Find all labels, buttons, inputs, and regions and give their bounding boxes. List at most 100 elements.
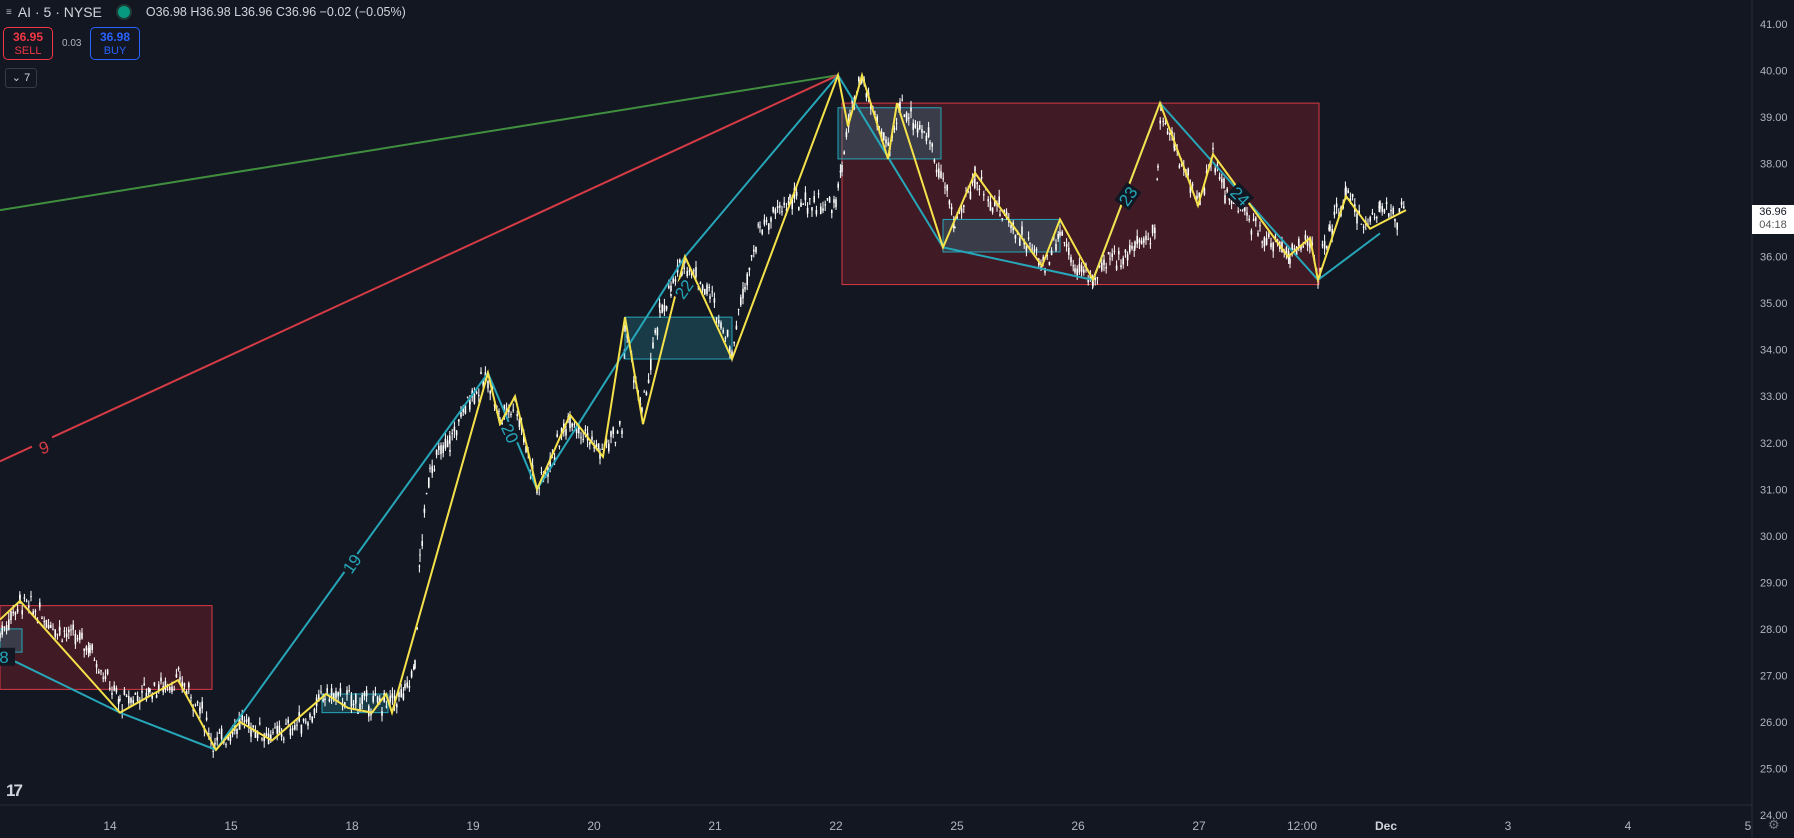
candle-body	[1248, 218, 1250, 221]
candle-body	[1010, 225, 1012, 228]
wave-label-bg	[30, 435, 58, 460]
candle-body	[19, 594, 21, 601]
candle-body	[1306, 239, 1309, 246]
candle-body	[355, 694, 357, 704]
candle-body	[1109, 258, 1111, 260]
buy-button[interactable]: 36.98 BUY	[90, 27, 140, 60]
candle-body	[410, 671, 413, 678]
candle-body	[225, 744, 227, 746]
candle-body	[1126, 254, 1129, 261]
candle-body	[1140, 240, 1143, 245]
price-tick-label: 33.00	[1760, 391, 1788, 403]
candle-body	[455, 430, 458, 436]
candle-body	[843, 151, 845, 155]
candle-body	[287, 719, 289, 724]
candle-body	[1362, 226, 1365, 228]
settings-icon[interactable]: ⚙	[1768, 817, 1780, 832]
candle-body	[21, 610, 23, 615]
candle-body	[573, 423, 576, 425]
candle-body	[115, 687, 118, 692]
candle-body	[663, 305, 666, 312]
candle-body	[357, 713, 359, 715]
candle-body	[804, 192, 807, 201]
candle-body	[901, 99, 903, 101]
candle-body	[978, 188, 981, 191]
candle-body	[104, 676, 107, 680]
candle-body	[52, 628, 54, 630]
candle-body	[919, 124, 921, 129]
candle-body	[883, 132, 885, 140]
candle-body	[132, 700, 134, 704]
candle-body	[905, 112, 908, 121]
wave-label-bg	[497, 419, 523, 448]
candle-body	[134, 692, 137, 695]
candle-body	[1180, 163, 1183, 166]
candle-body	[737, 309, 740, 311]
candle-body	[149, 688, 151, 692]
indicators-toggle-button[interactable]: ⌄ 7	[5, 68, 37, 88]
candle-body	[263, 734, 265, 742]
candle-body	[931, 143, 933, 147]
candle-body	[300, 724, 303, 734]
candle-body	[473, 394, 476, 404]
candle-body	[218, 732, 221, 734]
candle-body	[616, 431, 619, 434]
wave-count-label: 8	[0, 648, 9, 667]
candle-body	[109, 687, 111, 690]
candle-body	[899, 101, 901, 112]
menu-icon[interactable]: ≡	[6, 6, 12, 18]
candle-body	[940, 171, 942, 178]
candle-body	[1191, 184, 1194, 186]
candle-body	[1092, 278, 1094, 286]
candle-body	[1151, 224, 1154, 234]
candle-body	[828, 197, 831, 203]
symbol-title[interactable]: AI · 5 · NYSE	[17, 4, 102, 20]
candle-body	[1285, 247, 1288, 255]
candle-body	[34, 610, 37, 612]
time-tick-label: 21	[708, 819, 722, 833]
candle-body	[709, 296, 711, 299]
candle-body	[1345, 187, 1347, 196]
candle-body	[910, 107, 912, 112]
candle-body	[283, 738, 285, 740]
candle-body	[1379, 201, 1381, 209]
candle-body	[1025, 246, 1028, 252]
candle-body	[974, 166, 976, 176]
candle-body	[1295, 246, 1298, 255]
candle-body	[595, 444, 598, 447]
candle-body	[1293, 248, 1296, 251]
candle-body	[451, 432, 453, 434]
candle-body	[1159, 120, 1161, 124]
candle-body	[1131, 245, 1133, 249]
candle-body	[708, 287, 710, 289]
candle-body	[1291, 243, 1293, 252]
candle-body	[580, 437, 582, 439]
candle-body	[125, 695, 128, 697]
candle-body	[508, 408, 510, 413]
candle-body	[605, 439, 608, 443]
candle-body	[296, 724, 298, 726]
candle-body	[449, 449, 451, 452]
candle-body	[1323, 241, 1326, 249]
sell-button[interactable]: 36.95 SELL	[3, 27, 53, 60]
candle-body	[324, 698, 326, 700]
candle-body	[1156, 178, 1158, 180]
candle-body	[976, 182, 978, 184]
candle-body	[438, 445, 440, 450]
candle-body	[413, 666, 415, 670]
candle-body	[785, 209, 788, 211]
candle-body	[652, 342, 654, 349]
time-tick-label: 3	[1505, 819, 1512, 833]
market-status-icon[interactable]	[115, 4, 132, 20]
candle-body	[8, 619, 10, 630]
wave-label-bg	[670, 275, 698, 304]
candle-body	[117, 699, 120, 705]
candle-body	[1304, 234, 1307, 240]
candle-body	[1378, 206, 1380, 208]
candle-body	[672, 278, 674, 283]
candle-body	[1252, 219, 1255, 221]
tradingview-logo-icon[interactable]: 17	[6, 781, 23, 800]
candle-body	[661, 304, 663, 313]
candle-body	[1224, 195, 1226, 204]
